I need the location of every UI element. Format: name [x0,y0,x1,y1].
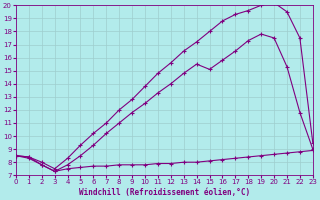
X-axis label: Windchill (Refroidissement éolien,°C): Windchill (Refroidissement éolien,°C) [79,188,250,197]
